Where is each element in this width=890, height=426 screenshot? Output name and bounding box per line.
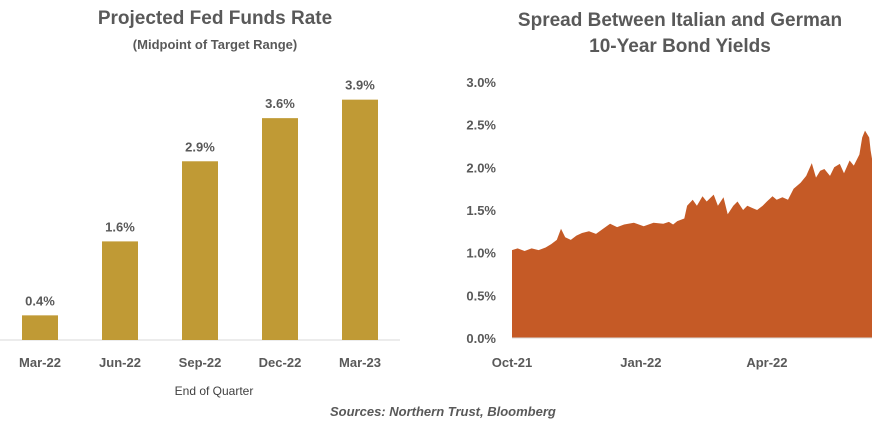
area-y-tick-label: 0.0% — [466, 331, 496, 346]
area-y-tick-label: 2.5% — [466, 118, 496, 133]
right-chart-title-line-2: 10-Year Bond Yields — [589, 36, 771, 57]
bar-data-label: 2.9% — [185, 139, 215, 154]
bar — [22, 315, 58, 340]
sources-note: Sources: Northern Trust, Bloomberg — [330, 404, 556, 419]
area-y-tick-label: 2.0% — [466, 160, 496, 175]
left-chart-title: Projected Fed Funds Rate — [97, 8, 333, 29]
right-chart-title: Spread Between Italian and German 10-Yea… — [470, 8, 890, 60]
bar-x-tick-label: Mar-23 — [339, 355, 381, 370]
bar — [102, 241, 138, 340]
bar-x-tick-label: Jun-22 — [99, 355, 141, 370]
area-x-tick-label: Apr-22 — [746, 355, 787, 370]
area-x-tick-label: Jan-22 — [620, 355, 661, 370]
bar-data-label: 3.6% — [265, 96, 295, 111]
bar — [182, 161, 218, 340]
right-chart-title-line-1: Spread Between Italian and German — [517, 10, 843, 31]
bar-data-label: 1.6% — [105, 219, 135, 234]
area-y-tick-label: 3.0% — [466, 75, 496, 90]
area-y-tick-label: 1.5% — [466, 203, 496, 218]
area-x-tick-label: Oct-21 — [492, 355, 532, 370]
bar-x-axis-title: End of Quarter — [175, 384, 254, 398]
bar-x-tick-label: Sep-22 — [179, 355, 222, 370]
spread-area-series — [512, 130, 872, 338]
bar — [262, 118, 298, 341]
fed-funds-bar-chart: 0.4% Mar-22 1.6% Jun-22 2.9% Sep-22 3.6% Dec-22… — [0, 78, 400, 398]
left-chart-subtitle: (Midpoint of Target Range) — [132, 37, 298, 52]
bar-x-tick-label: Dec-22 — [259, 355, 302, 370]
bar-data-label: 3.9% — [345, 78, 375, 93]
area-y-tick-label: 0.5% — [466, 288, 496, 303]
bar-data-label: 0.4% — [25, 293, 55, 308]
area-y-tick-label: 1.0% — [466, 246, 496, 261]
bar — [342, 99, 378, 341]
bar-x-tick-label: Mar-22 — [19, 355, 61, 370]
